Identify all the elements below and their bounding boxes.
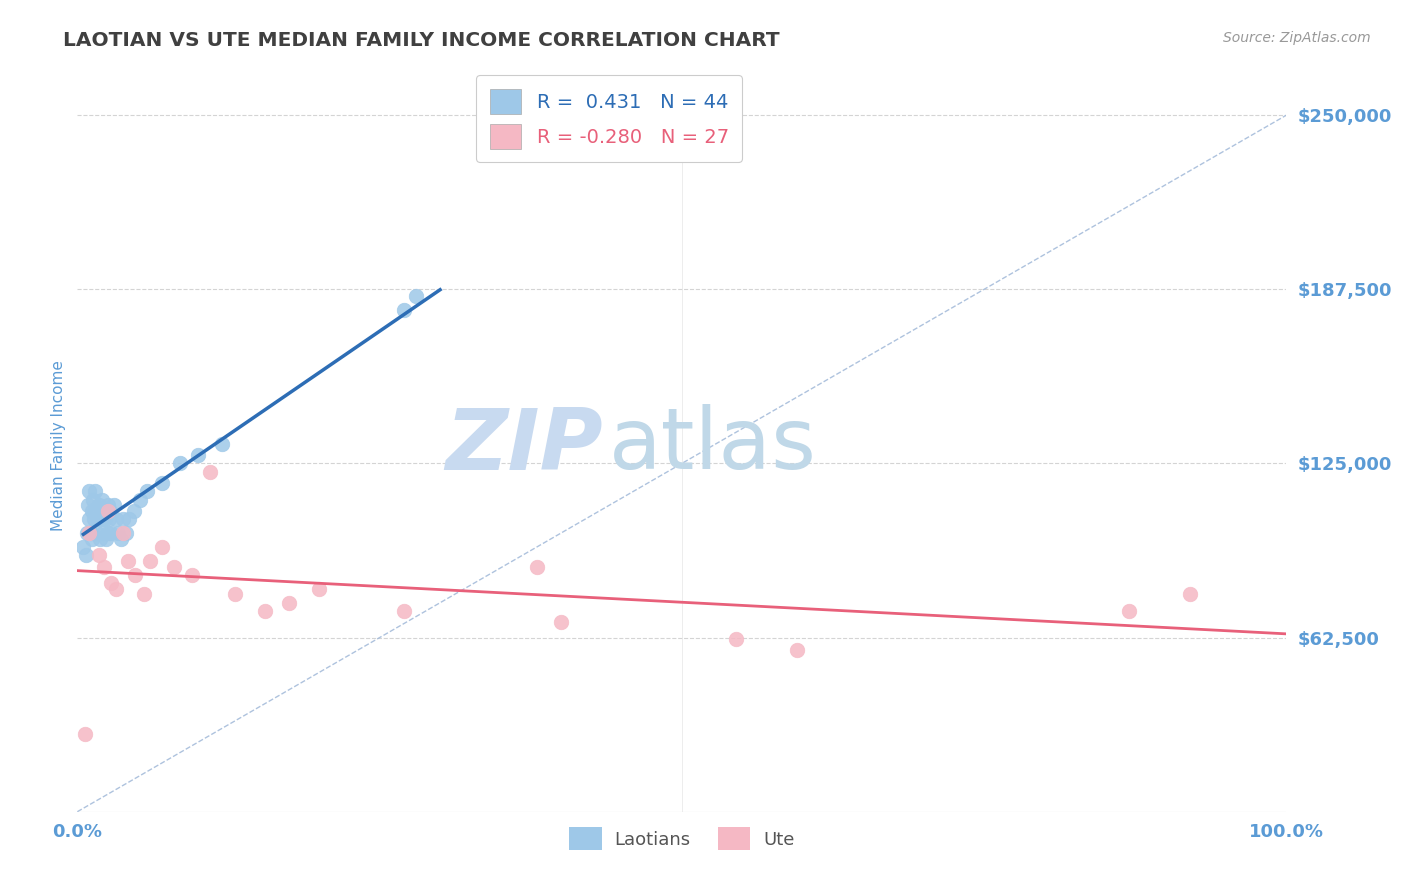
Point	[253, 604, 276, 618]
Point	[97, 512, 120, 526]
Point	[122, 504, 145, 518]
Point	[82, 492, 104, 507]
Legend: Laotians, Ute: Laotians, Ute	[562, 820, 801, 857]
Point	[84, 504, 107, 518]
Point	[187, 448, 209, 462]
Point	[103, 498, 125, 512]
Point	[124, 567, 146, 582]
Point	[150, 475, 173, 490]
Point	[550, 615, 572, 630]
Point	[725, 632, 748, 646]
Text: ZIP: ZIP	[446, 404, 603, 488]
Point	[76, 526, 98, 541]
Point	[211, 437, 233, 451]
Point	[200, 465, 222, 479]
Point	[118, 512, 141, 526]
Point	[79, 512, 101, 526]
Point	[392, 604, 415, 618]
Point	[87, 512, 110, 526]
Point	[112, 526, 135, 541]
Point	[181, 567, 204, 582]
Point	[132, 587, 155, 601]
Point	[107, 526, 129, 541]
Point	[90, 492, 112, 507]
Point	[80, 532, 103, 546]
Point	[1178, 587, 1201, 601]
Point	[79, 484, 101, 499]
Point	[83, 512, 105, 526]
Point	[526, 559, 548, 574]
Y-axis label: Median Family Income: Median Family Income	[51, 360, 66, 532]
Point	[75, 549, 97, 563]
Point	[100, 526, 122, 541]
Point	[112, 512, 135, 526]
Text: LAOTIAN VS UTE MEDIAN FAMILY INCOME CORRELATION CHART: LAOTIAN VS UTE MEDIAN FAMILY INCOME CORR…	[63, 31, 780, 50]
Point	[96, 504, 118, 518]
Point	[105, 582, 128, 596]
Point	[117, 554, 139, 568]
Point	[100, 576, 122, 591]
Point	[392, 303, 415, 318]
Point	[136, 484, 159, 499]
Point	[72, 540, 94, 554]
Point	[163, 559, 186, 574]
Point	[94, 512, 117, 526]
Point	[169, 457, 191, 471]
Point	[98, 504, 121, 518]
Point	[139, 554, 162, 568]
Point	[79, 526, 101, 541]
Point	[86, 526, 108, 541]
Point	[90, 512, 112, 526]
Point	[786, 643, 808, 657]
Point	[87, 498, 110, 512]
Point	[89, 532, 111, 546]
Text: atlas: atlas	[609, 404, 817, 488]
Point	[73, 727, 96, 741]
Point	[84, 484, 107, 499]
Point	[405, 289, 427, 303]
Point	[96, 532, 118, 546]
Point	[80, 504, 103, 518]
Point	[105, 512, 128, 526]
Text: Source: ZipAtlas.com: Source: ZipAtlas.com	[1223, 31, 1371, 45]
Point	[129, 492, 152, 507]
Point	[114, 526, 136, 541]
Point	[224, 587, 246, 601]
Point	[96, 526, 118, 541]
Point	[93, 504, 115, 518]
Point	[278, 596, 301, 610]
Point	[110, 532, 132, 546]
Point	[79, 526, 101, 541]
Point	[93, 559, 115, 574]
Point	[1118, 604, 1140, 618]
Point	[77, 498, 100, 512]
Point	[308, 582, 330, 596]
Point	[150, 540, 173, 554]
Point	[91, 526, 114, 541]
Point	[87, 549, 110, 563]
Point	[96, 498, 118, 512]
